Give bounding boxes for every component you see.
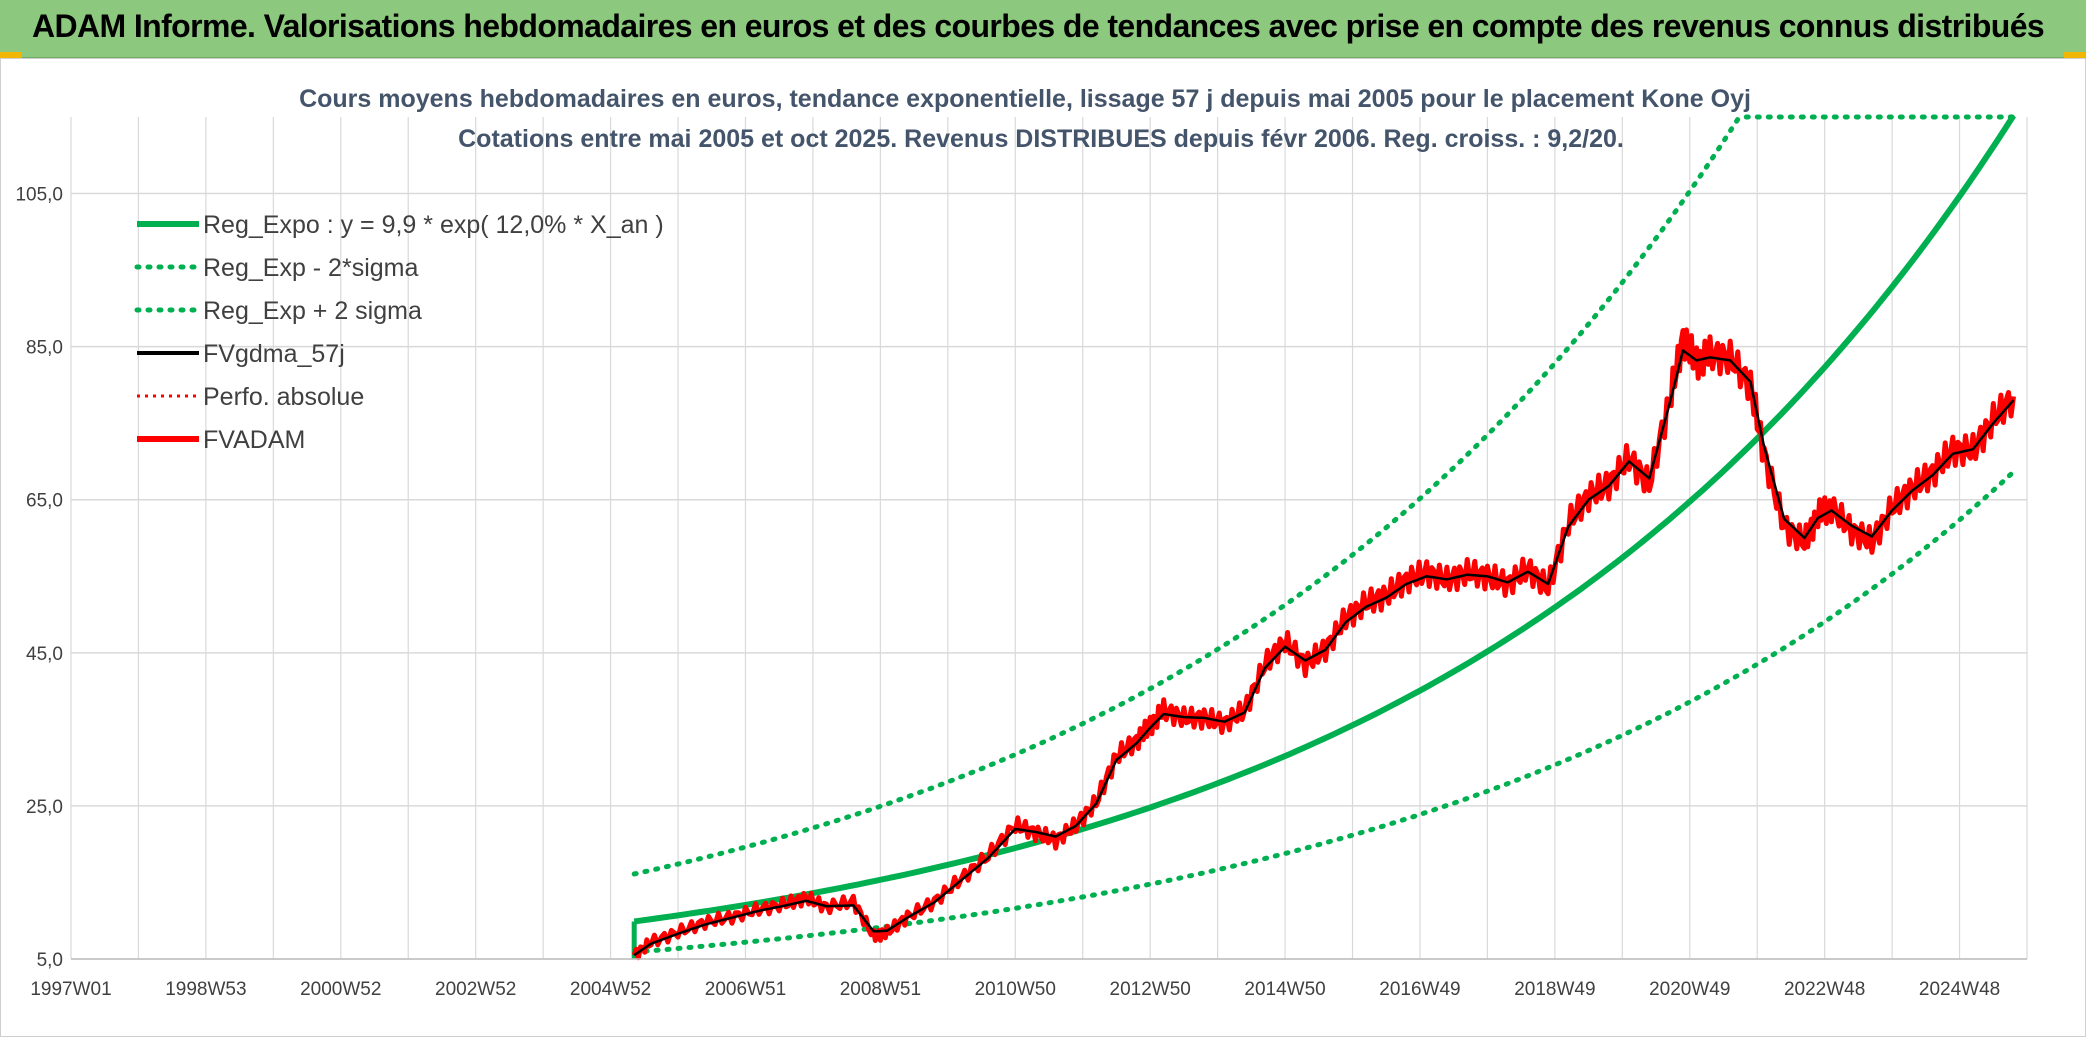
chart-frame: Cours moyens hebdomadaires en euros, ten… xyxy=(0,58,2086,1037)
report-title: ADAM Informe. Valorisations hebdomadaire… xyxy=(32,8,2045,44)
report-banner: ADAM Informe. Valorisations hebdomadaire… xyxy=(0,0,2086,58)
x-tick-label: 2002W52 xyxy=(435,979,516,1000)
x-tick-label: 2016W49 xyxy=(1379,979,1460,1000)
x-tick-label: 2012W50 xyxy=(1110,979,1191,1000)
x-tick-label: 2020W49 xyxy=(1649,979,1730,1000)
chart-title-line-2: Cotations entre mai 2005 et oct 2025. Re… xyxy=(458,125,1624,153)
legend-label-perfo: Perfo. absolue xyxy=(203,383,364,411)
y-tick-label: 105,0 xyxy=(15,185,63,206)
series-lower-band xyxy=(631,469,2016,955)
legend-label-lower: Reg_Exp - 2*sigma xyxy=(203,254,418,282)
legend-label-fvadam: FVADAM xyxy=(203,426,305,454)
legend-label-upper: Reg_Exp + 2 sigma xyxy=(203,297,422,325)
series-trend xyxy=(633,113,2017,925)
x-tick-label: 1998W53 xyxy=(165,979,246,1000)
x-tick-label: 2004W52 xyxy=(570,979,651,1000)
corner-mark-right xyxy=(2064,52,2086,58)
x-tick-label: 2006W51 xyxy=(705,979,786,1000)
series-layer xyxy=(631,113,2017,961)
trend-chart: Cours moyens hebdomadaires en euros, ten… xyxy=(15,85,2028,1000)
x-tick-label: 2022W48 xyxy=(1784,979,1865,1000)
legend-label-trend: Reg_Expo : y = 9,9 * exp( 12,0% * X_an ) xyxy=(203,211,664,239)
chart-title-line-1: Cours moyens hebdomadaires en euros, ten… xyxy=(299,85,1751,113)
series-upper-band xyxy=(631,114,2016,877)
series-fvadam xyxy=(631,327,2016,961)
y-tick-label: 85,0 xyxy=(26,338,63,359)
x-tick-label: 2024W48 xyxy=(1919,979,2000,1000)
corner-mark-left xyxy=(0,52,22,58)
series-fvgdma-57j xyxy=(633,349,2015,957)
chart-title-block: Cours moyens hebdomadaires en euros, ten… xyxy=(299,85,1751,153)
x-tick-label: 2000W52 xyxy=(300,979,381,1000)
y-tick-label: 65,0 xyxy=(26,491,63,512)
x-tick-label: 2018W49 xyxy=(1514,979,1595,1000)
grid-layer xyxy=(70,117,2028,960)
x-tick-label: 2010W50 xyxy=(975,979,1056,1000)
y-tick-label: 45,0 xyxy=(26,644,63,665)
axis-layer: 5,0 25,0 45,0 65,0 85,0 105,0 1997W01 1998W53 20… xyxy=(15,185,2027,1000)
x-tick-label: 2008W51 xyxy=(840,979,921,1000)
legend-label-smooth: FVgdma_57j xyxy=(203,340,345,368)
y-tick-label: 5,0 xyxy=(37,950,63,971)
x-tick-label: 2014W50 xyxy=(1244,979,1325,1000)
chart-legend: Reg_Expo : y = 9,9 * exp( 12,0% * X_an )… xyxy=(134,211,664,454)
y-tick-label: 25,0 xyxy=(26,797,63,818)
x-tick-label: 1997W01 xyxy=(30,979,111,1000)
